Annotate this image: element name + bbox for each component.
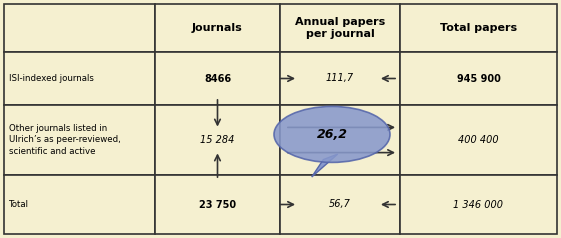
Text: 56,7: 56,7 bbox=[329, 199, 351, 209]
FancyBboxPatch shape bbox=[280, 52, 400, 105]
Text: 8466: 8466 bbox=[204, 74, 231, 84]
FancyBboxPatch shape bbox=[4, 105, 155, 175]
FancyBboxPatch shape bbox=[155, 52, 280, 105]
FancyBboxPatch shape bbox=[400, 105, 557, 175]
FancyBboxPatch shape bbox=[400, 4, 557, 52]
Text: ISI-indexed journals: ISI-indexed journals bbox=[9, 74, 94, 83]
FancyBboxPatch shape bbox=[400, 175, 557, 234]
FancyBboxPatch shape bbox=[280, 4, 400, 52]
Text: Other journals listed in
Ulrich’s as peer-reviewed,
scientific and active: Other journals listed in Ulrich’s as pee… bbox=[9, 124, 121, 156]
Text: Total: Total bbox=[9, 200, 29, 209]
Text: 1 346 000: 1 346 000 bbox=[453, 199, 504, 209]
FancyBboxPatch shape bbox=[155, 175, 280, 234]
FancyBboxPatch shape bbox=[4, 52, 155, 105]
FancyBboxPatch shape bbox=[155, 105, 280, 175]
Ellipse shape bbox=[274, 106, 390, 162]
FancyBboxPatch shape bbox=[4, 4, 155, 52]
FancyBboxPatch shape bbox=[280, 175, 400, 234]
FancyBboxPatch shape bbox=[400, 52, 557, 105]
Polygon shape bbox=[312, 154, 338, 177]
Text: Journals: Journals bbox=[192, 23, 243, 33]
FancyBboxPatch shape bbox=[155, 4, 280, 52]
Text: 945 900: 945 900 bbox=[457, 74, 500, 84]
Text: Annual papers
per journal: Annual papers per journal bbox=[295, 17, 385, 39]
Text: 111,7: 111,7 bbox=[326, 74, 354, 84]
Text: 23 750: 23 750 bbox=[199, 199, 236, 209]
Text: 15 284: 15 284 bbox=[200, 135, 234, 145]
Text: 400 400: 400 400 bbox=[458, 135, 499, 145]
Text: Total papers: Total papers bbox=[440, 23, 517, 33]
Text: 26,2: 26,2 bbox=[316, 128, 347, 141]
FancyBboxPatch shape bbox=[280, 105, 400, 175]
FancyBboxPatch shape bbox=[4, 175, 155, 234]
